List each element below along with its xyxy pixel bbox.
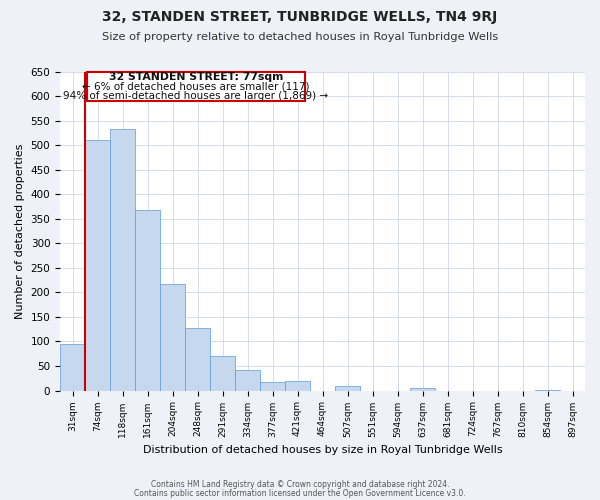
- X-axis label: Distribution of detached houses by size in Royal Tunbridge Wells: Distribution of detached houses by size …: [143, 445, 502, 455]
- Bar: [60, 344, 85, 391]
- Text: ← 6% of detached houses are smaller (117): ← 6% of detached houses are smaller (117…: [82, 82, 310, 92]
- Text: Size of property relative to detached houses in Royal Tunbridge Wells: Size of property relative to detached ho…: [102, 32, 498, 42]
- Bar: [85, 140, 110, 390]
- Bar: [410, 388, 435, 390]
- Bar: [285, 381, 310, 390]
- Text: 32 STANDEN STREET: 77sqm: 32 STANDEN STREET: 77sqm: [109, 72, 283, 83]
- Bar: [135, 210, 160, 390]
- Bar: [235, 370, 260, 390]
- Bar: [260, 382, 285, 390]
- Bar: [185, 328, 210, 390]
- Text: Contains HM Land Registry data © Crown copyright and database right 2024.: Contains HM Land Registry data © Crown c…: [151, 480, 449, 489]
- Text: Contains public sector information licensed under the Open Government Licence v3: Contains public sector information licen…: [134, 489, 466, 498]
- Bar: [110, 129, 135, 390]
- Y-axis label: Number of detached properties: Number of detached properties: [15, 144, 25, 318]
- Bar: [210, 356, 235, 390]
- Bar: [335, 386, 360, 390]
- Text: 94% of semi-detached houses are larger (1,869) →: 94% of semi-detached houses are larger (…: [63, 91, 328, 101]
- FancyBboxPatch shape: [87, 72, 305, 101]
- Text: 32, STANDEN STREET, TUNBRIDGE WELLS, TN4 9RJ: 32, STANDEN STREET, TUNBRIDGE WELLS, TN4…: [103, 10, 497, 24]
- Bar: [160, 284, 185, 391]
